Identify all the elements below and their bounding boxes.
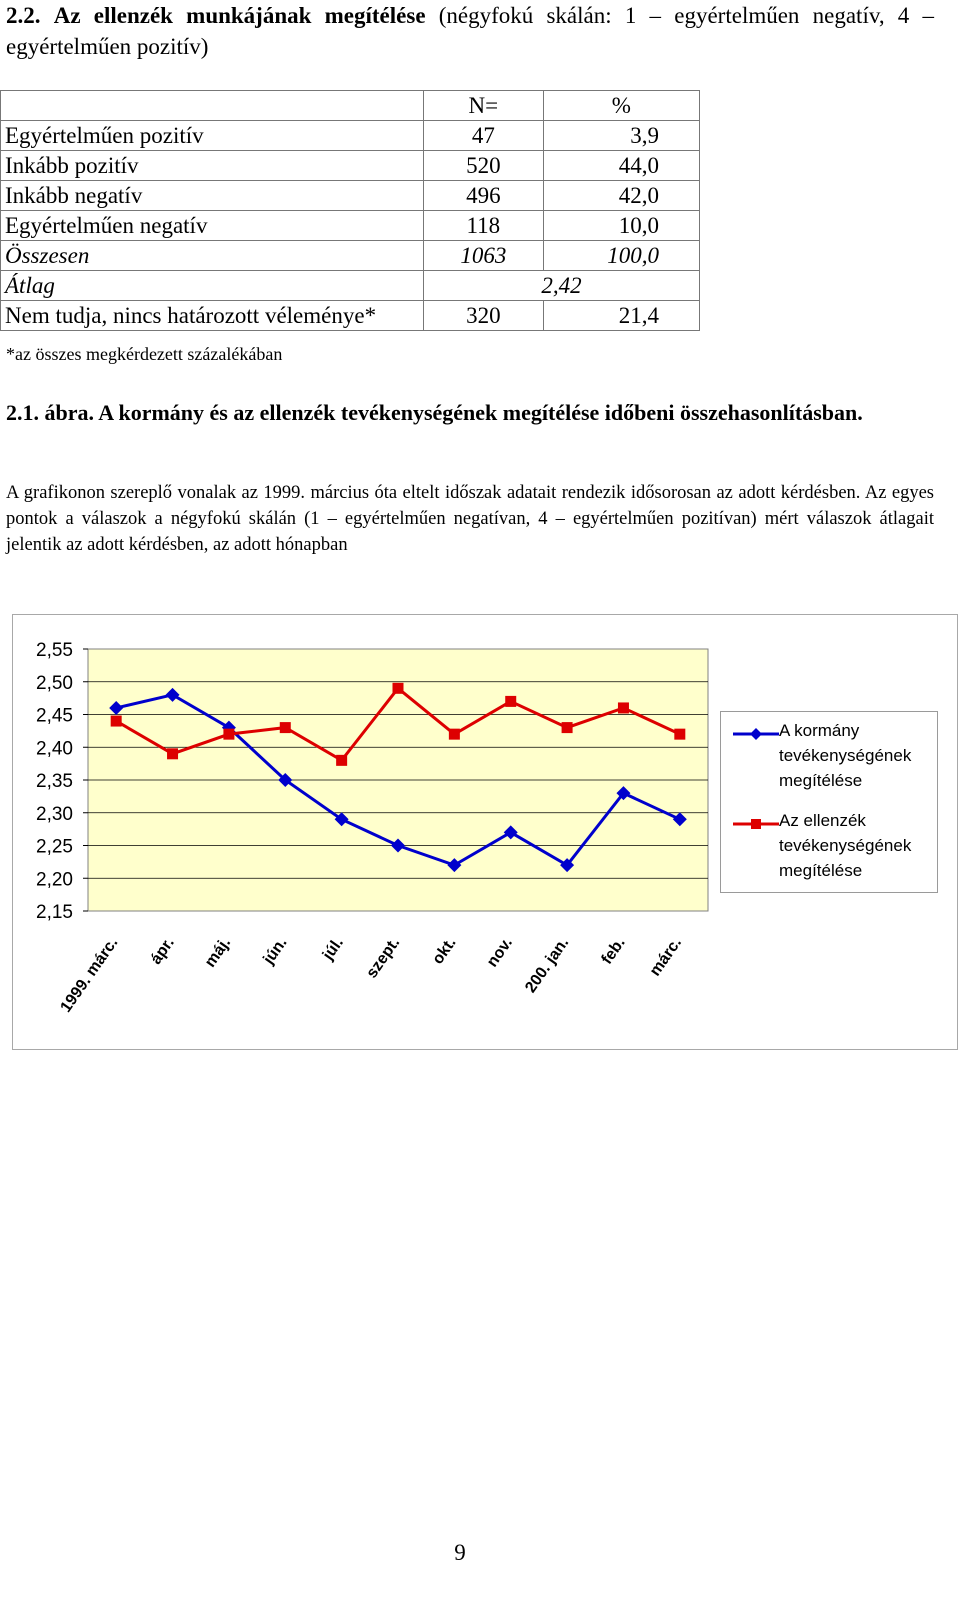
y-tick-label: 2,30 (36, 804, 73, 825)
x-tick-label: szept. (363, 935, 403, 982)
data-point-square (279, 722, 291, 734)
legend-label: Az ellenzék tevékenységének megítélése (779, 811, 912, 880)
section-title: Az ellenzék munkájának megítélése (53, 3, 426, 28)
data-point-square (110, 715, 122, 727)
data-point-diamond (391, 838, 405, 853)
row-pct: 44,0 (542, 150, 701, 181)
table-row: Egyértelműen negatív 118 10,0 (0, 210, 701, 241)
row-n: 320 (422, 300, 544, 331)
data-point-diamond (503, 825, 518, 840)
scale-note: (négyfokú skálán: 1 – egyértelműen negat… (6, 3, 935, 59)
data-point-diamond (334, 812, 349, 827)
row-pct: 21,4 (542, 300, 701, 331)
row-label: Nem tudja, nincs határozott véleménye* (0, 300, 424, 331)
data-point-square (448, 728, 460, 740)
legend-marker-diamond (733, 728, 779, 740)
table-row: Inkább negatív 496 42,0 (0, 180, 701, 211)
table-row: Inkább pozitív 520 44,0 (0, 150, 701, 181)
row-label: Inkább negatív (0, 180, 424, 211)
row-n: 496 (422, 180, 544, 211)
chart-frame (12, 614, 958, 1050)
row-label: Inkább pozitív (0, 150, 424, 181)
data-point-diamond (616, 786, 631, 801)
results-table: N= % Egyértelműen pozitív 47 3,9 Inkább … (0, 90, 701, 331)
table-row-average: Átlag 2,42 (0, 270, 701, 301)
x-tick-label: okt. (429, 935, 459, 968)
data-point-diamond (560, 858, 575, 873)
data-point-square (336, 754, 348, 766)
x-tick-label: máj. (202, 935, 234, 971)
x-tick-label: ápr. (148, 935, 178, 968)
data-point-square (561, 722, 573, 734)
row-pct: 100,0 (542, 240, 701, 271)
y-tick-label: 2,15 (36, 902, 73, 923)
data-point-square (674, 728, 686, 740)
table-row-total: Összesen 1063 100,0 (0, 240, 701, 271)
data-point-square (392, 682, 404, 694)
section-heading: 2.2. Az ellenzék munkájának megítélése (… (6, 0, 934, 62)
row-n: 118 (422, 210, 544, 241)
row-n: 1063 (422, 240, 544, 271)
y-tick-label: 2,40 (36, 738, 73, 759)
data-point-diamond (672, 812, 687, 827)
x-tick-label: 200. jan. (522, 935, 572, 996)
data-point-square (617, 702, 629, 714)
y-tick-label: 2,35 (36, 771, 73, 792)
average-value: 2,42 (422, 270, 701, 301)
x-tick-label: 1999. márc. (58, 935, 122, 1016)
data-point-diamond (447, 858, 462, 873)
table-row-unknown: Nem tudja, nincs határozott véleménye* 3… (0, 300, 701, 331)
row-pct: 3,9 (542, 120, 701, 151)
data-point-square (223, 728, 235, 740)
y-tick-label: 2,50 (36, 673, 73, 694)
legend-marker-square (733, 819, 779, 829)
row-pct: 10,0 (542, 210, 701, 241)
row-pct: 42,0 (542, 180, 701, 211)
y-tick-label: 2,45 (36, 706, 73, 727)
data-point-square (505, 695, 517, 707)
average-label: Átlag (0, 270, 424, 301)
x-tick-label: feb. (598, 935, 628, 968)
y-tick-label: 2,55 (36, 640, 73, 661)
x-tick-label: júl. (319, 935, 347, 965)
section-number: 2.2. (6, 3, 41, 28)
data-point-square (167, 748, 179, 760)
page-number: 9 (454, 1540, 466, 1565)
row-n: 520 (422, 150, 544, 181)
x-tick-label: nov. (484, 935, 516, 971)
y-tick-label: 2,20 (36, 869, 73, 890)
figure-description: A grafikonon szereplő vonalak az 1999. m… (6, 483, 934, 555)
table-footnote: *az összes megkérdezett százalékában (6, 344, 283, 364)
figure-title: 2.1. ábra. A kormány és az ellenzék tevé… (6, 400, 863, 425)
x-tick-label: márc. (647, 935, 685, 980)
data-point-diamond (278, 773, 293, 787)
legend-label: A kormány tevékenységének megítélése (779, 721, 912, 790)
row-label: Összesen (0, 240, 424, 271)
x-tick-label: jún. (260, 935, 291, 969)
data-point-diamond (109, 700, 124, 715)
data-point-diamond (165, 687, 180, 702)
row-label: Egyértelműen negatív (0, 210, 424, 241)
y-tick-label: 2,25 (36, 837, 73, 858)
chart-legend: A kormány tevékenységének megítélése Az … (720, 711, 938, 893)
table-header-n: N= (422, 90, 544, 121)
